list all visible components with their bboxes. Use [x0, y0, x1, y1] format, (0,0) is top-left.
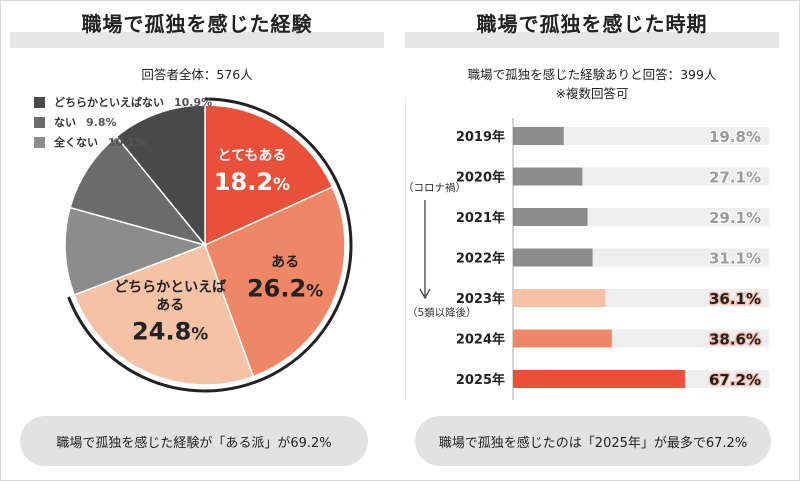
- pie-category-label: ある: [156, 297, 184, 313]
- bar-footer-text: 職場で孤独を感じたのは「2025年」が最多で67.2%: [438, 435, 748, 451]
- title-bar: [10, 12, 384, 48]
- pie-category-label: ある: [271, 254, 299, 270]
- pie-category-label: どちらかといえば: [114, 279, 226, 295]
- legend-label: ない: [54, 116, 76, 129]
- legend-swatch: [34, 96, 45, 108]
- bar-chart: 2019年 19.8% 2020年 27.1% 2021年 29.1% 2022年 31.1%…: [405, 98, 769, 400]
- title-bar: [405, 12, 779, 48]
- annotation-post: （5類以降後）: [407, 307, 477, 319]
- data-label: 27.1%: [709, 169, 761, 187]
- pie-slice: [204, 185, 346, 378]
- data-label: 19.8%: [709, 128, 761, 146]
- y-tick-label: 2020年: [456, 170, 505, 186]
- data-label: 67.2%: [709, 371, 761, 389]
- data-label: 29.1%: [709, 209, 761, 227]
- y-tick-label: 2022年: [456, 251, 505, 267]
- pie-percent-label: 26.2%: [247, 274, 323, 302]
- pie-slice: [69, 135, 208, 247]
- y-tick-label: 2023年: [456, 291, 505, 307]
- legend-label: 全くない: [54, 136, 98, 149]
- pie-slice-label: とてもある 18.2%: [214, 148, 290, 196]
- legend-item: 全くない 10.1%: [34, 132, 212, 152]
- y-tick-label: 2019年: [456, 129, 505, 145]
- bar: [513, 167, 583, 186]
- bar-subtitle-note: ※複数回答可: [555, 86, 629, 101]
- bar: [513, 208, 588, 226]
- data-label: 31.1%: [709, 250, 761, 268]
- pie-slice: [115, 104, 206, 248]
- annotation-covid: （コロナ禍）: [403, 182, 466, 194]
- pie-slice-label: ある 26.2%: [247, 254, 323, 302]
- legend-value: 10.1%: [108, 135, 147, 149]
- arrow-head-icon: [419, 288, 431, 300]
- legend-value: 10.9%: [174, 95, 213, 109]
- bar: [513, 248, 593, 267]
- bar-footer: 職場で孤独を感じたのは「2025年」が最多で67.2%: [415, 416, 771, 466]
- legend-value: 9.8%: [86, 115, 117, 129]
- pie-slice: [64, 206, 208, 296]
- pie-percent-label: 18.2%: [214, 168, 290, 196]
- legend-swatch: [34, 136, 45, 148]
- positive-group-arc: [67, 97, 353, 393]
- pie-legend: どちらかといえばない 10.9% ない 9.8% 全くない 10.1%: [34, 92, 212, 152]
- legend-item: ない 9.8%: [34, 112, 212, 132]
- y-tick-label: 2024年: [456, 332, 505, 348]
- bar: [513, 127, 564, 145]
- pie-subtitle: 回答者全体：576人: [141, 67, 253, 82]
- data-label: 36.1%: [709, 290, 761, 308]
- right-panel: 職場で孤独を感じた時期 職場で孤独を感じた経験ありと回答：399人 ※複数回答可…: [403, 0, 795, 481]
- bar: [513, 329, 612, 348]
- pie-percent-label: 24.8%: [132, 317, 208, 345]
- bar-title: 職場で孤独を感じた時期: [476, 12, 708, 36]
- pie-title: 職場で孤独を感じた経験: [81, 12, 313, 36]
- pie-footer-text: 職場で孤独を感じた経験が「ある派」が69.2%: [56, 435, 332, 451]
- pie-slice: [73, 244, 255, 386]
- data-label: 38.6%: [709, 331, 761, 349]
- left-panel: 職場で孤独を感じた経験 回答者全体：576人 とてもある 18.2% ある 26.2%…: [10, 0, 400, 481]
- legend-label: どちらかといえばない: [54, 96, 164, 109]
- legend-item: どちらかといえばない 10.9%: [34, 92, 212, 112]
- y-tick-label: 2025年: [456, 372, 505, 388]
- pie-category-label: とてもある: [218, 148, 287, 164]
- pie-footer: 職場で孤独を感じた経験が「ある派」が69.2%: [20, 416, 368, 466]
- bar-track: [513, 127, 769, 145]
- bar: [513, 370, 686, 388]
- y-tick-label: 2021年: [456, 210, 505, 226]
- bar: [513, 289, 606, 307]
- pie-slice: [204, 104, 334, 247]
- legend-swatch: [34, 116, 45, 128]
- bar-subtitle: 職場で孤独を感じた経験ありと回答：399人: [467, 67, 717, 82]
